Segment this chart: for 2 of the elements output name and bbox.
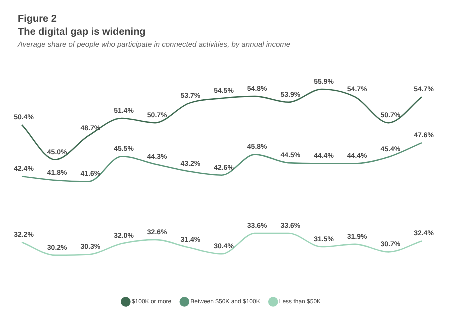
chart-title: The digital gap is widening bbox=[18, 27, 147, 38]
caption: Figure 2 bbox=[18, 14, 58, 25]
